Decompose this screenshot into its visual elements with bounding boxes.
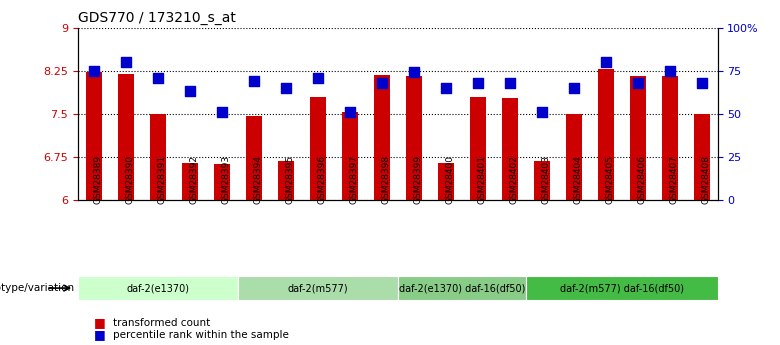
Point [184, 89, 197, 94]
Text: GSM28403: GSM28403 [541, 155, 551, 204]
Text: daf-2(e1370) daf-16(df50): daf-2(e1370) daf-16(df50) [399, 283, 525, 293]
Bar [214, 165, 230, 200]
Bar [150, 114, 166, 200]
Bar [398, 276, 526, 300]
Point [535, 109, 548, 115]
Text: GSM28407: GSM28407 [670, 155, 679, 204]
Text: GSM28406: GSM28406 [638, 155, 647, 204]
Text: ■: ■ [94, 328, 105, 341]
Point [88, 68, 100, 73]
Text: GDS770 / 173210_s_at: GDS770 / 173210_s_at [78, 11, 236, 25]
Bar [534, 161, 550, 200]
Bar [86, 72, 102, 200]
Bar [246, 116, 262, 200]
Text: GSM28397: GSM28397 [350, 155, 359, 204]
Point [696, 80, 708, 86]
Text: GSM28395: GSM28395 [285, 155, 295, 204]
Point [408, 70, 420, 75]
Bar [406, 76, 422, 200]
Text: ■: ■ [94, 316, 105, 329]
Point [504, 80, 516, 86]
Bar [342, 111, 358, 200]
Bar [374, 75, 390, 200]
Point [120, 59, 133, 65]
Point [151, 75, 165, 80]
Bar [661, 76, 678, 200]
Text: GSM28391: GSM28391 [158, 155, 167, 204]
Point [600, 59, 612, 65]
Bar [502, 98, 518, 200]
Text: GSM28399: GSM28399 [414, 155, 423, 204]
Point [279, 85, 292, 91]
Point [312, 75, 324, 80]
Point [664, 68, 676, 73]
Point [376, 80, 388, 86]
Bar [597, 69, 614, 200]
Point [568, 85, 580, 91]
Text: GSM28405: GSM28405 [606, 155, 615, 204]
Point [440, 85, 452, 91]
Text: genotype/variation: genotype/variation [0, 283, 74, 293]
Text: GSM28389: GSM28389 [94, 155, 103, 204]
Text: daf-2(m577): daf-2(m577) [288, 283, 348, 293]
Text: GSM28402: GSM28402 [510, 155, 519, 204]
Text: GSM28398: GSM28398 [382, 155, 391, 204]
Bar [118, 74, 134, 200]
Point [215, 109, 229, 115]
Point [248, 78, 261, 84]
Text: GSM28390: GSM28390 [126, 155, 135, 204]
Text: GSM28400: GSM28400 [446, 155, 455, 204]
Bar [629, 76, 646, 200]
Text: transformed count: transformed count [113, 318, 211, 327]
Bar [470, 97, 486, 200]
Text: GSM28393: GSM28393 [222, 155, 231, 204]
Bar [278, 161, 294, 200]
Text: GSM28394: GSM28394 [254, 155, 263, 204]
Text: GSM28404: GSM28404 [574, 155, 583, 204]
Text: daf-2(e1370): daf-2(e1370) [126, 283, 190, 293]
Bar [182, 163, 198, 200]
Text: GSM28408: GSM28408 [702, 155, 711, 204]
Bar [693, 114, 710, 200]
Bar [526, 276, 718, 300]
Text: GSM28401: GSM28401 [477, 155, 487, 204]
Point [471, 80, 484, 86]
Bar [438, 163, 454, 200]
Point [632, 80, 644, 86]
Bar [310, 97, 326, 200]
Point [344, 109, 356, 115]
Text: GSM28396: GSM28396 [318, 155, 327, 204]
Bar [238, 276, 398, 300]
Text: daf-2(m577) daf-16(df50): daf-2(m577) daf-16(df50) [560, 283, 683, 293]
Text: GSM28392: GSM28392 [190, 155, 199, 204]
Bar [566, 114, 582, 200]
Text: percentile rank within the sample: percentile rank within the sample [113, 330, 289, 339]
Bar [78, 276, 238, 300]
